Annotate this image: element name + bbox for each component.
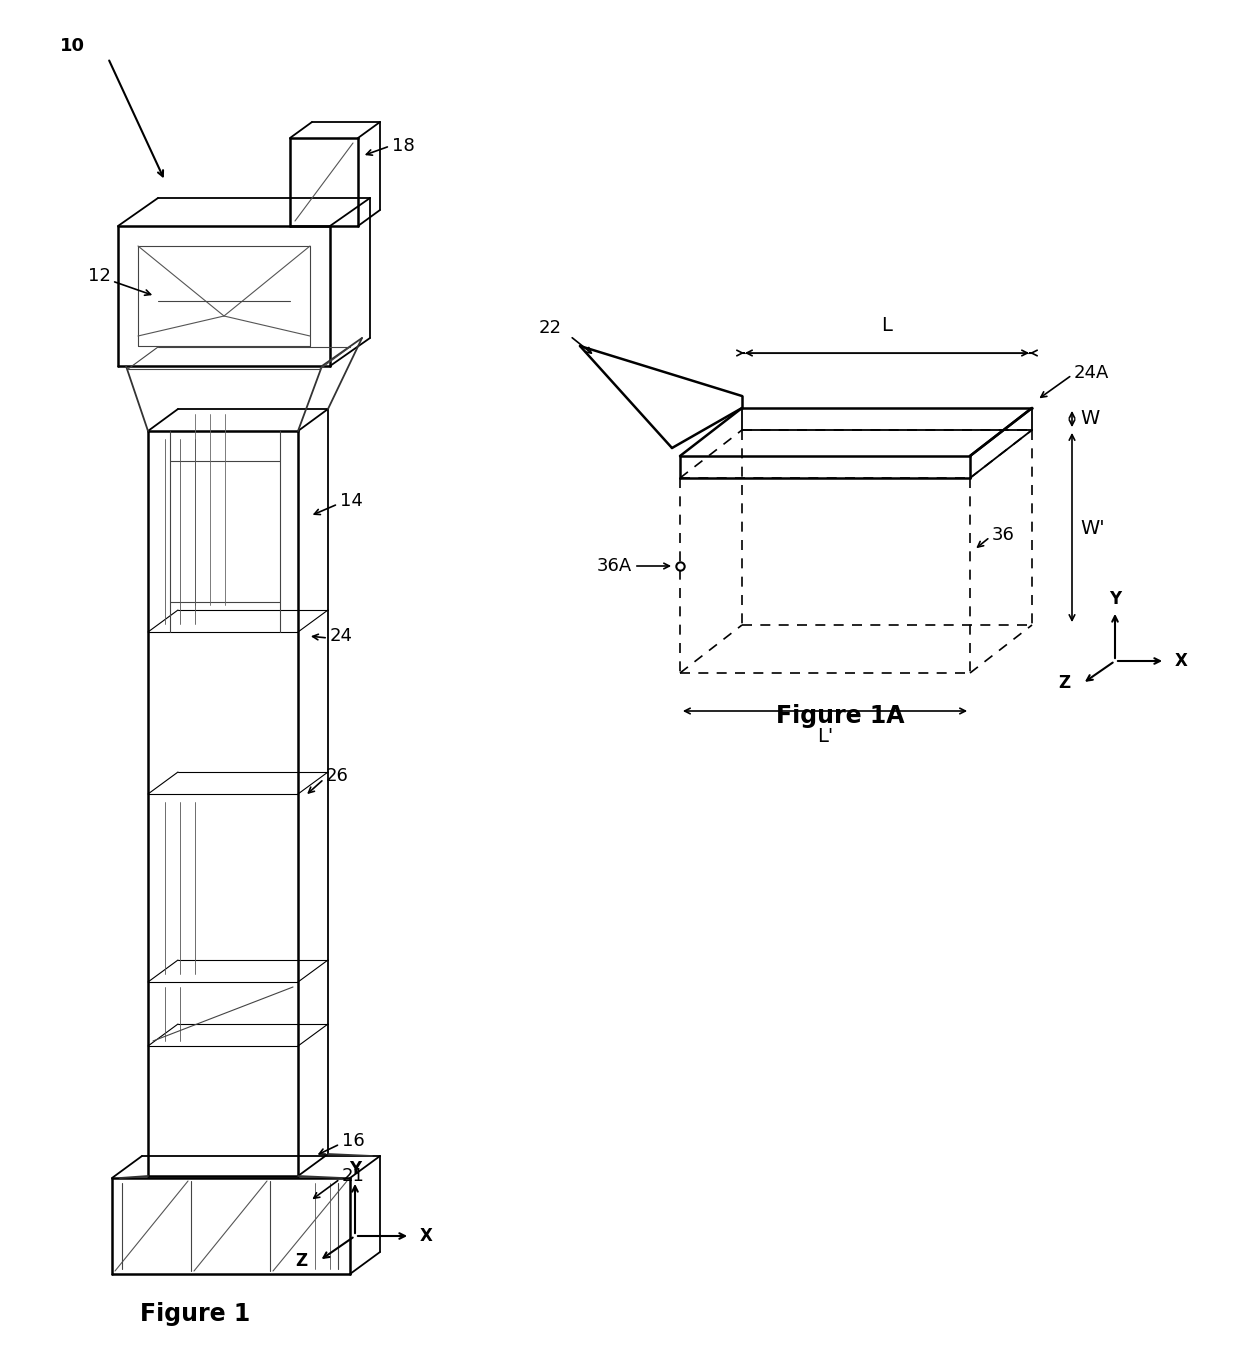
Text: W': W'	[1080, 518, 1105, 537]
Text: 10: 10	[60, 37, 86, 56]
Text: 36A: 36A	[596, 557, 632, 575]
Text: 24: 24	[330, 626, 353, 645]
Text: Y: Y	[348, 1159, 361, 1178]
Text: 16: 16	[342, 1132, 365, 1150]
Text: 12: 12	[88, 267, 110, 285]
Text: 21: 21	[342, 1168, 365, 1185]
Text: Z: Z	[295, 1252, 308, 1269]
Text: 26: 26	[326, 767, 348, 785]
Text: X: X	[1176, 652, 1188, 670]
Text: Z: Z	[1059, 674, 1070, 693]
Text: Y: Y	[1109, 590, 1121, 607]
Text: W: W	[1080, 410, 1099, 428]
Text: 18: 18	[392, 137, 414, 155]
Text: Figure 1A: Figure 1A	[776, 704, 904, 728]
Text: 36: 36	[992, 526, 1014, 544]
Text: Figure 1: Figure 1	[140, 1302, 250, 1326]
Text: 14: 14	[340, 492, 363, 510]
Text: 22: 22	[539, 319, 562, 338]
Text: X: X	[420, 1227, 433, 1245]
Text: 24A: 24A	[1074, 363, 1110, 382]
Text: L: L	[882, 316, 893, 335]
Text: L': L'	[817, 727, 833, 746]
